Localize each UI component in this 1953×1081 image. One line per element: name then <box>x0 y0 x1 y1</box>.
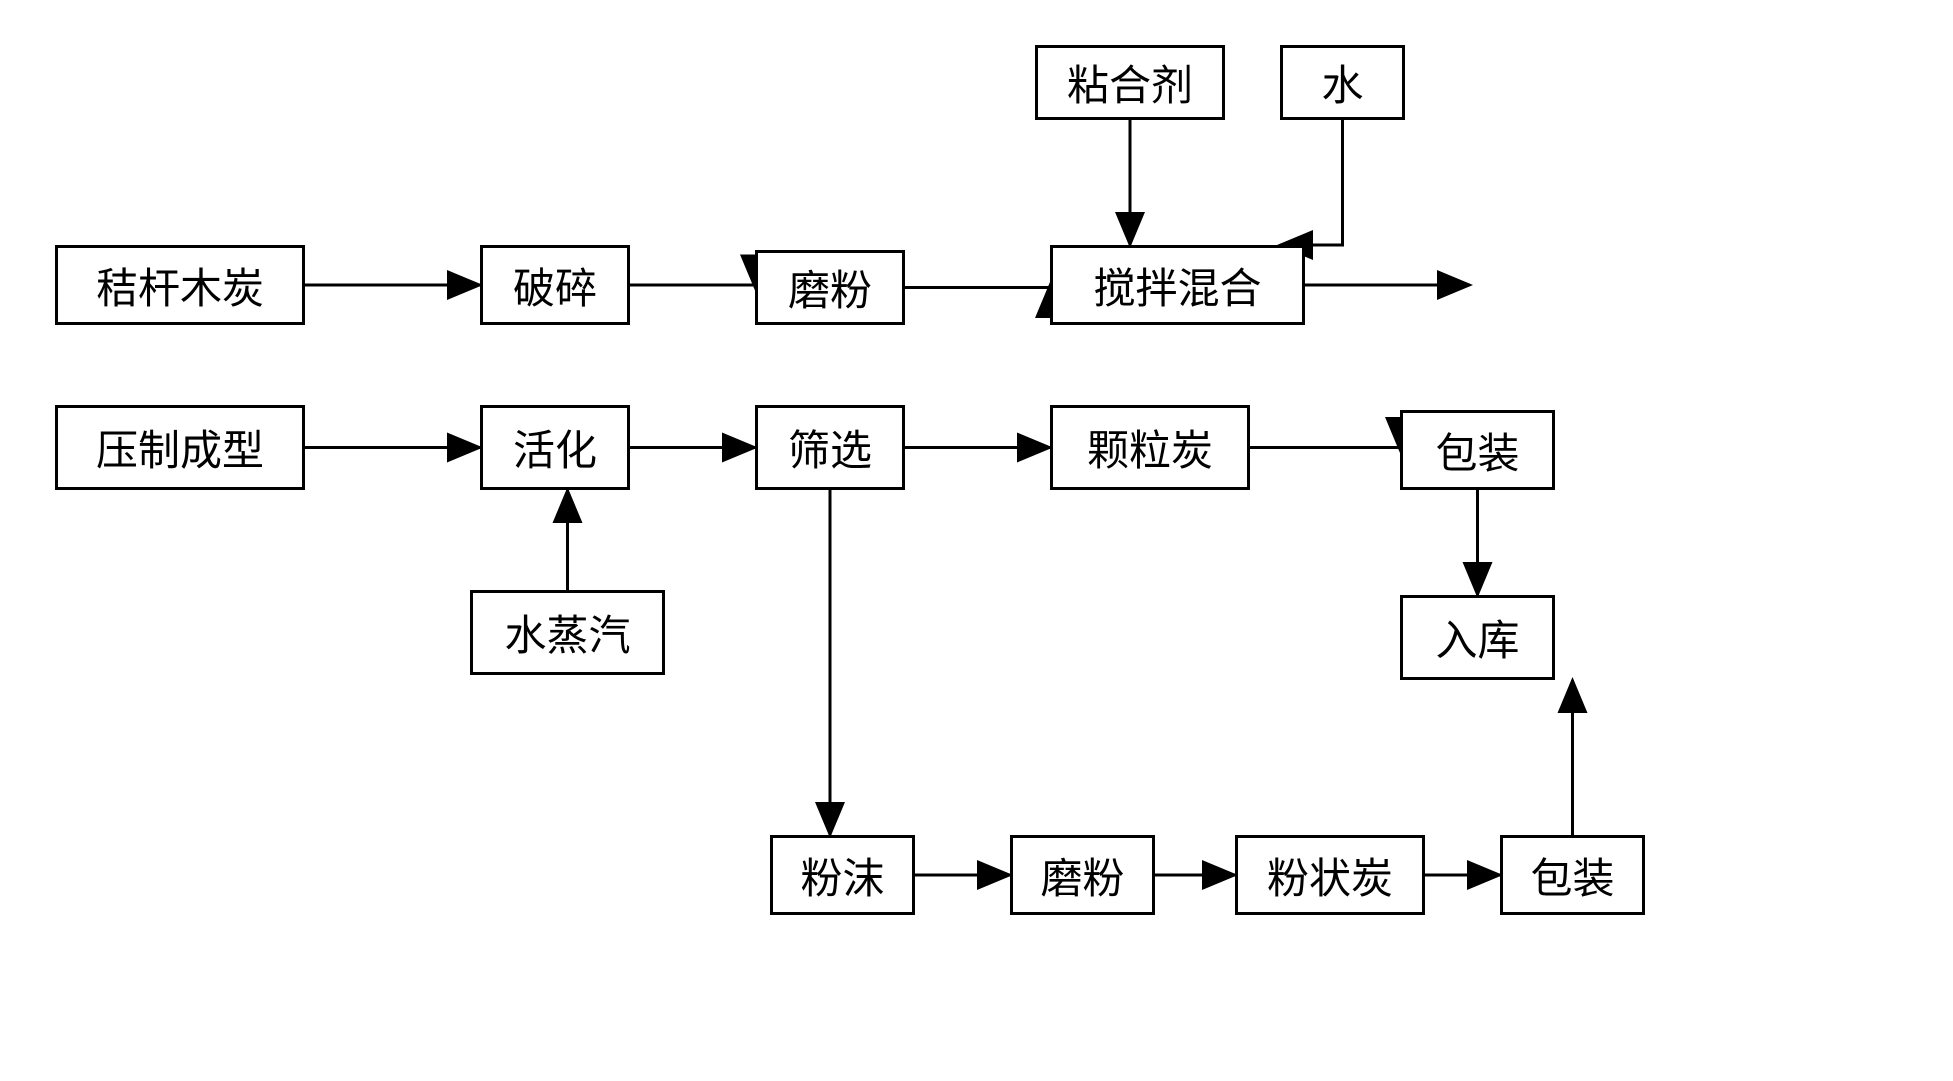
node-press: 压制成型 <box>55 405 305 490</box>
node-straw: 秸杆木炭 <box>55 245 305 325</box>
node-granule: 颗粒炭 <box>1050 405 1250 490</box>
node-grind2: 磨粉 <box>1010 835 1155 915</box>
edge-3 <box>630 285 755 288</box>
node-crush: 破碎 <box>480 245 630 325</box>
node-pack1: 包装 <box>1400 410 1555 490</box>
node-activate: 活化 <box>480 405 630 490</box>
node-steam: 水蒸汽 <box>470 590 665 675</box>
node-mix: 搅拌混合 <box>1050 245 1305 325</box>
node-binder: 粘合剂 <box>1035 45 1225 120</box>
edge-9 <box>1250 448 1400 451</box>
node-powder: 粉沫 <box>770 835 915 915</box>
node-powdercarb: 粉状炭 <box>1235 835 1425 915</box>
node-screen: 筛选 <box>755 405 905 490</box>
flowchart-arrows <box>0 0 1953 1081</box>
edge-4 <box>905 285 1050 288</box>
edge-1 <box>1280 120 1343 245</box>
node-grind1: 磨粉 <box>755 250 905 325</box>
node-water: 水 <box>1280 45 1405 120</box>
node-pack2: 包装 <box>1500 835 1645 915</box>
node-store: 入库 <box>1400 595 1555 680</box>
